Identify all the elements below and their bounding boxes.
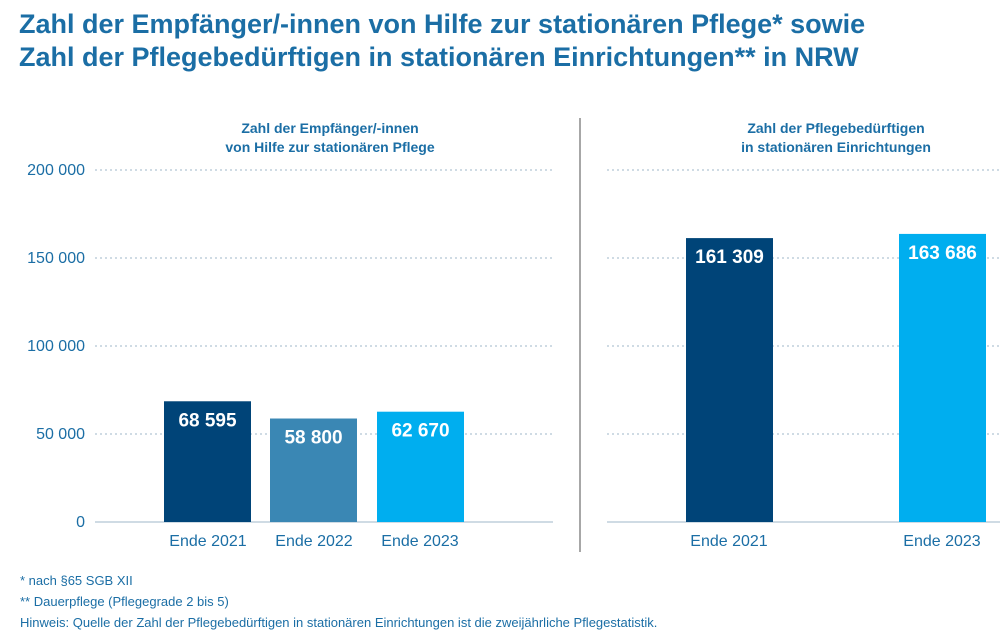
y-tick-label: 100 000 xyxy=(27,338,85,355)
bar xyxy=(899,233,986,522)
x-category-label: Ende 2023 xyxy=(903,533,981,550)
bar-value-label: 68 595 xyxy=(178,410,237,431)
y-tick-label: 150 000 xyxy=(27,250,85,267)
panel-title-line: von Hilfe zur stationären Pflege xyxy=(225,139,434,155)
footnote-1: * nach §65 SGB XII xyxy=(20,573,133,588)
bar-value-label: 163 686 xyxy=(908,243,977,264)
y-tick-label: 200 000 xyxy=(27,162,85,179)
bar xyxy=(686,238,773,522)
bar xyxy=(270,418,357,522)
y-tick-label: 50 000 xyxy=(36,426,85,443)
bar-value-label: 58 800 xyxy=(284,428,342,449)
chart-title: Zahl der Empfänger/-innen von Hilfe zur … xyxy=(19,8,989,74)
footnote-2: ** Dauerpflege (Pflegegrade 2 bis 5) xyxy=(20,594,229,609)
bar xyxy=(164,401,251,522)
hint-note: Hinweis: Quelle der Zahl der Pflegebedür… xyxy=(20,615,658,630)
bar-value-label: 161 309 xyxy=(695,247,764,268)
panel-title-line: Zahl der Pflegebedürftigen xyxy=(747,120,924,136)
bar-value-label: 62 670 xyxy=(391,421,449,442)
x-category-label: Ende 2021 xyxy=(690,533,768,550)
x-category-label: Ende 2021 xyxy=(169,533,247,550)
x-category-label: Ende 2022 xyxy=(275,533,353,550)
footnotes: * nach §65 SGB XII ** Dauerpflege (Pfleg… xyxy=(20,570,657,633)
panel-title-line: in stationären Einrichtungen xyxy=(741,139,931,155)
panel-title-line: Zahl der Empfänger/-innen xyxy=(241,120,418,136)
title-line-1: Zahl der Empfänger/-innen von Hilfe zur … xyxy=(19,9,866,39)
x-category-label: Ende 2023 xyxy=(381,533,459,550)
y-tick-label: 0 xyxy=(76,514,85,531)
bar xyxy=(377,411,464,522)
title-line-2: Zahl der Pflegebedürftigen in stationäre… xyxy=(19,42,859,72)
